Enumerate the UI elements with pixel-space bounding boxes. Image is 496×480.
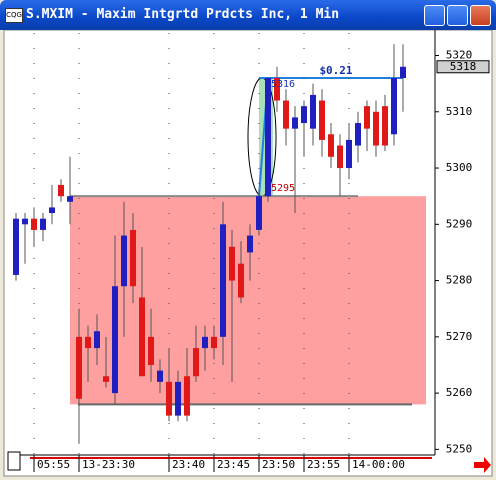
scroll-box[interactable] xyxy=(7,451,21,471)
candle-body xyxy=(337,145,343,169)
candle-body xyxy=(256,196,262,230)
candle-body xyxy=(364,106,370,129)
candle-body xyxy=(238,263,244,298)
candle-body xyxy=(310,94,316,129)
candle-body xyxy=(166,381,172,416)
minimize-button[interactable] xyxy=(424,5,445,26)
last-price-label: 5318 xyxy=(450,60,477,73)
candle-body xyxy=(319,100,325,140)
candle-body xyxy=(211,336,217,349)
y-tick-label: 5300 xyxy=(446,161,473,174)
candle-body xyxy=(193,348,199,377)
candle-body xyxy=(130,229,136,287)
candle-body xyxy=(400,66,406,79)
candle-body xyxy=(157,370,163,382)
candle-body xyxy=(121,235,127,287)
candle-body xyxy=(265,78,271,197)
candle-body xyxy=(283,100,289,129)
candle-body xyxy=(175,381,181,416)
x-tick-label: 23:40 xyxy=(172,458,205,471)
y-tick-label: 5270 xyxy=(446,330,473,343)
y-tick-label: 5320 xyxy=(446,49,473,62)
candle-body xyxy=(22,218,28,225)
candle-body xyxy=(247,235,253,253)
change-label: $0.21 xyxy=(319,64,352,77)
y-tick-label: 5310 xyxy=(446,105,473,118)
candle-body xyxy=(373,111,379,146)
x-tick-label: 13-23:30 xyxy=(82,458,135,471)
candle-body xyxy=(346,139,352,169)
chart: 5250 5260 5270 5280 5290 5300 5310 5320 05:55 13-… xyxy=(3,30,493,477)
y-tick-label: 5290 xyxy=(446,217,473,230)
candle-body xyxy=(229,246,235,281)
candle-body xyxy=(85,336,91,349)
candle-body xyxy=(103,376,109,382)
candle-body xyxy=(382,106,388,146)
candle-body xyxy=(184,376,190,416)
candle-body xyxy=(202,336,208,349)
x-tick-label: 23:55 xyxy=(307,458,340,471)
app-icon: CQG xyxy=(5,8,23,23)
title-bar: CQG S.MXIM - Maxim Intgrtd Prdcts Inc, 1… xyxy=(0,0,496,30)
close-button[interactable] xyxy=(470,5,491,26)
x-tick-label: 23:50 xyxy=(262,458,295,471)
candle-body xyxy=(328,134,334,157)
y-tick-label: 5250 xyxy=(446,442,473,455)
candle-body xyxy=(13,218,19,275)
candle-body xyxy=(292,117,298,129)
candle-body xyxy=(31,218,37,230)
window-title: S.MXIM - Maxim Intgrtd Prdcts Inc, 1 Min xyxy=(26,7,340,22)
candle-body xyxy=(67,196,73,202)
candle-body xyxy=(148,336,154,365)
high-label: 5316 xyxy=(271,79,295,90)
candle-body xyxy=(391,78,397,135)
x-tick-label: 23:45 xyxy=(217,458,250,471)
price-zone xyxy=(70,196,426,405)
x-tick-label: 14-00:00 xyxy=(352,458,405,471)
scroll-arrow[interactable] xyxy=(474,457,491,473)
last-price-box xyxy=(436,60,490,74)
candle-body xyxy=(220,224,226,337)
x-tick-label: 05:55 xyxy=(37,458,70,471)
low-label: 5295 xyxy=(271,183,295,194)
y-tick-label: 5280 xyxy=(446,274,473,287)
candle-body xyxy=(274,78,280,101)
y-tick-label: 5260 xyxy=(446,386,473,399)
candle-body xyxy=(76,336,82,399)
candle-body xyxy=(112,286,118,394)
maximize-button[interactable] xyxy=(447,5,468,26)
candle-body xyxy=(139,297,145,377)
candle-body xyxy=(49,207,55,214)
candle-body xyxy=(301,106,307,124)
candle-body xyxy=(40,218,46,230)
candle-body xyxy=(355,123,361,146)
candle-body xyxy=(58,184,64,197)
candle-body xyxy=(94,331,100,349)
